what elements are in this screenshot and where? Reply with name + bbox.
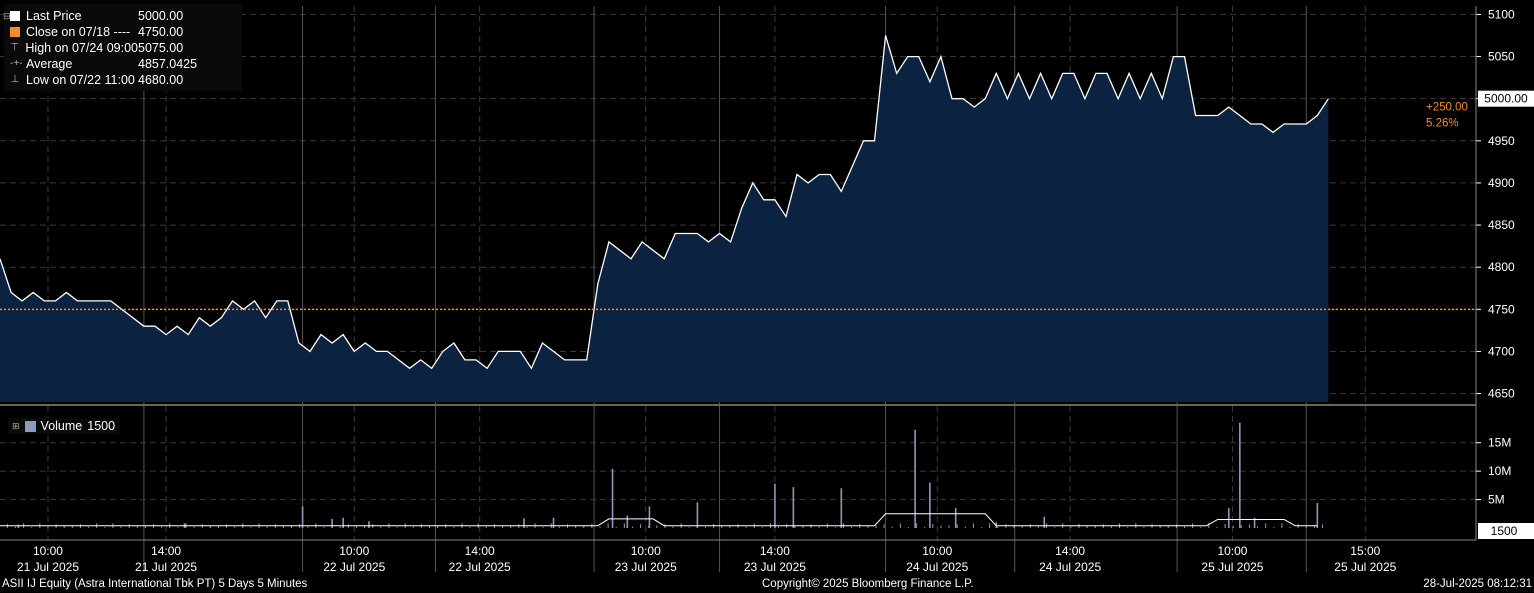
- legend-label: Last Price: [26, 9, 82, 23]
- x-tick-time: 10:00: [631, 544, 661, 558]
- y-tick-label: 5100: [1488, 7, 1515, 21]
- volume-bars: [0, 422, 1323, 528]
- y-tick-label: 5050: [1488, 50, 1515, 64]
- change-pct-text: 5.26%: [1426, 118, 1459, 130]
- chart-axes: 4650470047504800485049004950500050505100…: [0, 6, 1534, 574]
- volume-badge: [1478, 523, 1534, 539]
- price-fill: [0, 35, 1329, 402]
- low-marker-icon: ⊥: [10, 74, 20, 85]
- legend-label: Average: [26, 57, 73, 71]
- legend-value: 5000.00: [138, 9, 184, 23]
- x-tick-date: 23 Jul 2025: [615, 560, 677, 574]
- footer-timestamp: 28-Jul-2025 08:12:31: [1423, 578, 1532, 590]
- last-price-badge-text: 5000.00: [1484, 92, 1528, 106]
- x-tick-date: 24 Jul 2025: [1039, 560, 1101, 574]
- volume-badge-text: 1500: [1491, 524, 1518, 538]
- footer-copyright: Copyright© 2025 Bloomberg Finance L.P.: [762, 578, 974, 590]
- y-tick-label: 4900: [1488, 176, 1515, 190]
- price-line: [0, 35, 1329, 370]
- x-tick-date: 23 Jul 2025: [744, 560, 806, 574]
- legend-row-close: Close on 07/18 ---- 4750.00: [8, 24, 238, 40]
- legend-label: Close on 07/18 ----: [26, 25, 131, 39]
- legend-label: Low on 07/22 11:00: [26, 73, 135, 87]
- minus-box-icon[interactable]: ⊟: [3, 11, 11, 21]
- y-tick-label: 4750: [1488, 302, 1515, 316]
- y-tick-label: 4850: [1488, 218, 1515, 232]
- volume-tick-label: 10M: [1488, 464, 1511, 478]
- change-text: +250.00: [1426, 102, 1468, 114]
- volume-legend-label: Volume: [40, 419, 83, 433]
- y-tick-label: 4950: [1488, 134, 1515, 148]
- high-marker-icon: ⊤: [10, 42, 20, 53]
- last-price-swatch: [10, 11, 20, 21]
- y-tick-label: 4650: [1488, 387, 1515, 401]
- close-swatch: [10, 27, 20, 37]
- x-tick-date: 21 Jul 2025: [17, 560, 79, 574]
- volume-average-line: [0, 513, 1318, 527]
- plus-box-icon[interactable]: ⊞: [12, 420, 20, 431]
- footer-security: ASII IJ Equity (Astra International Tbk …: [2, 578, 308, 590]
- price-area: [0, 35, 1476, 402]
- x-tick-time: 10:00: [922, 544, 952, 558]
- volume-legend-value: 1500: [87, 419, 116, 433]
- legend-row-high: ⊤ High on 07/24 09:00 5075.00: [8, 40, 238, 56]
- legend-value: 4857.0425: [138, 57, 198, 71]
- x-tick-date: 24 Jul 2025: [906, 560, 968, 574]
- volume-tick-label: 15M: [1488, 436, 1511, 450]
- legend-value: 4750.00: [138, 25, 184, 39]
- average-marker-icon: -+-: [10, 58, 23, 69]
- x-tick-date: 21 Jul 2025: [135, 560, 197, 574]
- y-tick-label: 4700: [1488, 344, 1515, 358]
- volume-tick-label: 5M: [1488, 493, 1505, 507]
- legend-row-last-price: Last Price 5000.00: [8, 8, 238, 24]
- x-tick-time: 14:00: [151, 544, 181, 558]
- x-tick-date: 22 Jul 2025: [449, 560, 511, 574]
- y-tick-label: 4800: [1488, 260, 1515, 274]
- legend-label: High on 07/24 09:00: [25, 41, 138, 55]
- price-legend: ⊟ Last Price 5000.00 Close on 07/18 ----…: [3, 4, 242, 91]
- x-tick-time: 10:00: [339, 544, 369, 558]
- volume-legend: ⊞ Volume 1500: [8, 418, 120, 434]
- x-tick-time: 10:00: [33, 544, 63, 558]
- x-tick-date: 22 Jul 2025: [323, 560, 385, 574]
- x-tick-date: 25 Jul 2025: [1201, 560, 1263, 574]
- legend-row-low: ⊥ Low on 07/22 11:00 4680.00: [8, 72, 238, 88]
- x-tick-time: 14:00: [465, 544, 495, 558]
- legend-row-average: -+- Average 4857.0425: [8, 56, 238, 72]
- legend-value: 4680.00: [138, 73, 184, 87]
- volume-swatch: [24, 420, 36, 432]
- x-tick-time: 15:00: [1350, 544, 1380, 558]
- x-tick-date: 25 Jul 2025: [1334, 560, 1396, 574]
- last-price-badge: [1478, 90, 1534, 107]
- legend-value: 5075.00: [138, 41, 184, 55]
- x-tick-time: 14:00: [1055, 544, 1085, 558]
- x-tick-time: 14:00: [760, 544, 790, 558]
- x-tick-time: 10:00: [1217, 544, 1247, 558]
